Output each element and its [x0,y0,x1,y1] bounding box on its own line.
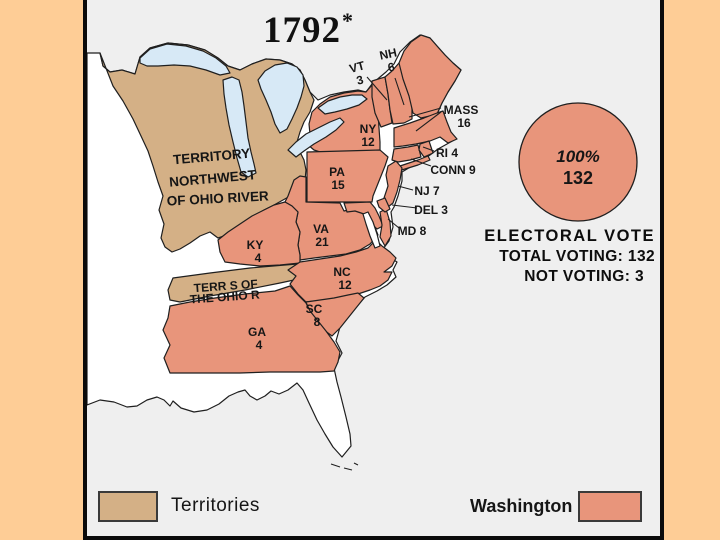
label-md: MD 8 [398,224,427,238]
label-del: DEL 3 [414,203,448,217]
lake-superior [139,43,231,76]
label-territory-nw-1: TERRITORY [172,146,250,168]
map-maine-district [398,34,462,119]
lake-huron [257,62,305,134]
legend-label-territories: Territories [171,495,260,516]
callout-line-vt [366,76,388,101]
label-vt: VT [348,58,367,76]
map-state-delaware [376,197,391,213]
label-pa-votes: 15 [331,178,345,192]
legend-label-washington: Washington [470,496,573,516]
electoral-map: VT 3 NH 6 NY 12 MASS 16 PA 15 VA 21 KY 4… [87,34,638,471]
map-state-kentucky [217,201,301,267]
label-ny-votes: 12 [361,135,375,149]
label-nh-votes: 6 [386,59,396,74]
lake-michigan [222,76,257,178]
map-state-north-carolina [287,239,397,303]
title-footnote-marker: * [342,8,354,33]
callout-line-conn [410,158,432,167]
map-state-new-jersey [383,160,403,208]
pie-percent-label: 100% [556,147,599,166]
legend-swatch-washington [578,491,642,522]
pie-votes-label: 132 [563,168,593,188]
label-mass-votes: 16 [457,116,471,130]
label-ga: GA [248,325,266,339]
callout-line-mass-1 [408,107,442,118]
map-panel: VT 3 NH 6 NY 12 MASS 16 PA 15 VA 21 KY 4… [83,0,664,540]
map-florida-keys [330,462,359,471]
map-state-connecticut [391,144,422,163]
lake-ontario [317,94,368,115]
label-conn: CONN 9 [430,163,476,177]
label-sc-votes: 8 [314,315,321,329]
callout-line-md [387,218,400,229]
electoral-vote-heading: ELECTORAL VOTE [484,227,655,245]
label-ky-votes: 4 [255,251,262,265]
label-nj: NJ 7 [414,184,440,198]
label-territory-s-2: THE OHIO R [189,288,260,307]
map-state-georgia [162,285,341,374]
label-pa: PA [329,165,345,179]
label-nc: NC [333,265,351,279]
not-voting-line: NOT VOTING: 3 [524,268,644,285]
total-voting-line: TOTAL VOTING: 132 [499,248,655,265]
label-sc: SC [306,302,323,316]
label-territory-nw-3: OF OHIO RIVER [166,188,269,208]
lake-erie [287,117,345,158]
map-state-pennsylvania [306,149,389,203]
electoral-pie-chart [518,102,638,222]
label-ny: NY [360,122,377,136]
map-chesapeake-bay [362,211,381,249]
label-mass: MASS [444,103,479,117]
label-territory-s-1: TERR S OF [193,277,258,295]
title-year: 1792 [263,10,341,51]
label-ky: KY [247,238,264,252]
callout-line-nh [394,77,405,106]
map-state-massachusetts [393,110,458,148]
label-va-votes: 21 [315,235,329,249]
label-va: VA [313,222,329,236]
callout-line-mass-2 [415,111,442,132]
callout-line-nj [397,185,414,191]
label-ga-votes: 4 [256,338,263,352]
legend-swatch-territories [98,491,158,522]
map-state-rhode-island [418,140,434,158]
callout-line-ri [422,146,435,152]
label-ri: RI 4 [436,146,458,160]
label-vt-votes: 3 [355,72,365,87]
callout-line-del [391,204,418,209]
slide-title: 1792* [263,8,354,52]
electoral-vote-summary: ELECTORAL VOTE TOTAL VOTING: 132 NOT VOT… [415,226,655,287]
label-nc-votes: 12 [338,278,352,292]
label-nh: NH [378,45,398,62]
